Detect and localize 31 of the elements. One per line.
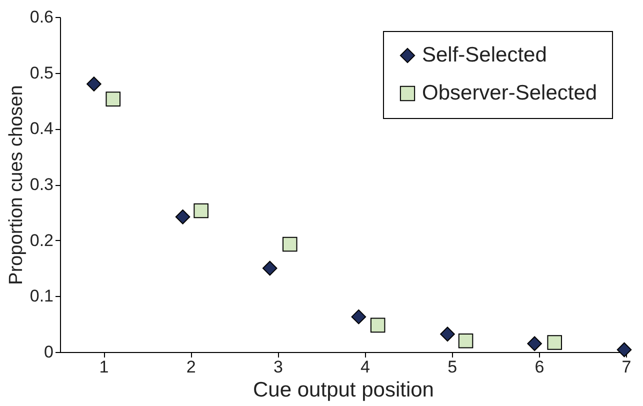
- x-tick-label: 5: [448, 358, 458, 376]
- x-tick-label: 7: [622, 358, 632, 376]
- point: [547, 335, 562, 350]
- x-tick-label: 2: [186, 358, 196, 376]
- x-tick-label: 4: [360, 358, 370, 376]
- point: [86, 76, 102, 92]
- x-tick-label: 3: [273, 358, 283, 376]
- point: [194, 203, 208, 218]
- point: [262, 260, 278, 276]
- x-axis-title: Cue output position: [253, 378, 434, 402]
- point: [616, 342, 632, 358]
- y-axis-title: Proportion cues chosen: [6, 85, 27, 285]
- point: [282, 236, 298, 252]
- point: [527, 336, 542, 352]
- point: [106, 92, 121, 106]
- point: [175, 209, 190, 224]
- legend-label: Observer-Selected: [422, 82, 598, 104]
- point: [458, 333, 474, 348]
- legend-label: Self-Selected: [422, 44, 547, 66]
- x-tick-label: 1: [99, 358, 109, 376]
- point: [370, 318, 386, 333]
- y-tick-label: 0.4: [30, 119, 54, 138]
- point: [351, 309, 366, 324]
- y-tick-label: 0.3: [30, 175, 54, 194]
- y-tick-label: 0: [44, 342, 54, 362]
- y-tick-label: 0.6: [30, 8, 54, 26]
- y-tick-label: 0.2: [30, 230, 54, 250]
- y-tick-label: 0.1: [30, 286, 54, 306]
- y-tick-label: 0.5: [30, 63, 54, 82]
- point: [440, 326, 455, 342]
- x-tick-label: 6: [534, 358, 544, 376]
